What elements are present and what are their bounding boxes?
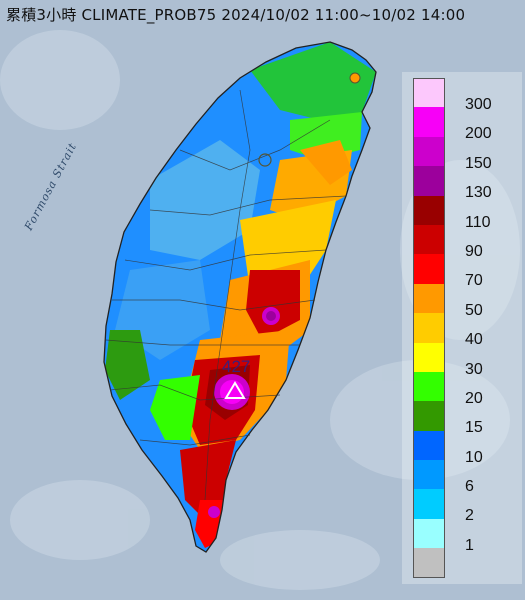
legend-item: 110 <box>413 195 519 231</box>
legend-item: 200 <box>413 107 519 142</box>
legend-item: 50 <box>413 283 519 319</box>
legend-item: 2 <box>413 489 519 524</box>
legend-swatch <box>413 548 445 578</box>
legend-swatch <box>413 430 445 461</box>
legend-swatch <box>413 371 445 402</box>
legend-label: 90 <box>465 242 483 260</box>
city-marker <box>349 72 361 84</box>
legend-label: 20 <box>465 389 483 407</box>
legend-label: 1 <box>465 536 474 554</box>
legend-label: 300 <box>465 96 492 113</box>
legend-label: 15 <box>465 419 483 437</box>
legend-item: 20 <box>413 371 519 407</box>
legend-swatch <box>413 254 445 284</box>
legend-swatch <box>413 489 445 519</box>
legend-item: 90 <box>413 224 519 260</box>
legend-label: 70 <box>465 272 483 290</box>
legend-swatch <box>413 460 445 490</box>
legend-item: 10 <box>413 430 519 466</box>
legend-label: 2 <box>465 507 474 525</box>
legend-label: 110 <box>465 213 491 231</box>
legend-swatch <box>413 518 445 549</box>
legend-swatch <box>413 195 445 225</box>
legend-swatch <box>413 78 445 108</box>
legend-item: 130 <box>413 166 519 201</box>
legend-item: 70 <box>413 254 519 289</box>
legend-item: 150 <box>413 136 519 172</box>
legend-swatch <box>413 283 445 314</box>
legend-swatch <box>413 166 445 196</box>
triangle-icon <box>224 381 246 399</box>
legend-label: 6 <box>465 478 474 496</box>
legend-label: 150 <box>465 154 492 172</box>
map-title: 累積3小時 CLIMATE_PROB75 2024/10/02 11:00~10… <box>6 6 466 24</box>
legend-item: 300 <box>413 78 519 113</box>
legend-label: 130 <box>465 184 492 202</box>
legend-swatch <box>413 107 445 137</box>
island-outline <box>103 41 377 553</box>
legend-swatch <box>413 136 445 167</box>
legend-swatch <box>413 313 445 343</box>
color-legend: 300 200 150 130 110 90 70 50 40 30 20 15 10 6 2 1 <box>413 78 519 578</box>
legend-item: 15 <box>413 401 519 436</box>
legend-item: 6 <box>413 460 519 495</box>
legend-label: 200 <box>465 125 492 143</box>
legend-label: 10 <box>465 448 483 466</box>
city-marker <box>258 153 272 167</box>
legend-item: 40 <box>413 313 519 348</box>
legend-label: 50 <box>465 301 483 319</box>
legend-item: 30 <box>413 342 519 378</box>
legend-item: 1 <box>413 518 519 554</box>
legend-swatch <box>413 224 445 255</box>
legend-swatch <box>413 342 445 372</box>
max-value-label: 427 <box>222 357 251 376</box>
legend-item <box>413 548 519 578</box>
legend-label: 40 <box>465 331 483 349</box>
legend-swatch <box>413 401 445 431</box>
legend-label: 30 <box>465 360 483 378</box>
